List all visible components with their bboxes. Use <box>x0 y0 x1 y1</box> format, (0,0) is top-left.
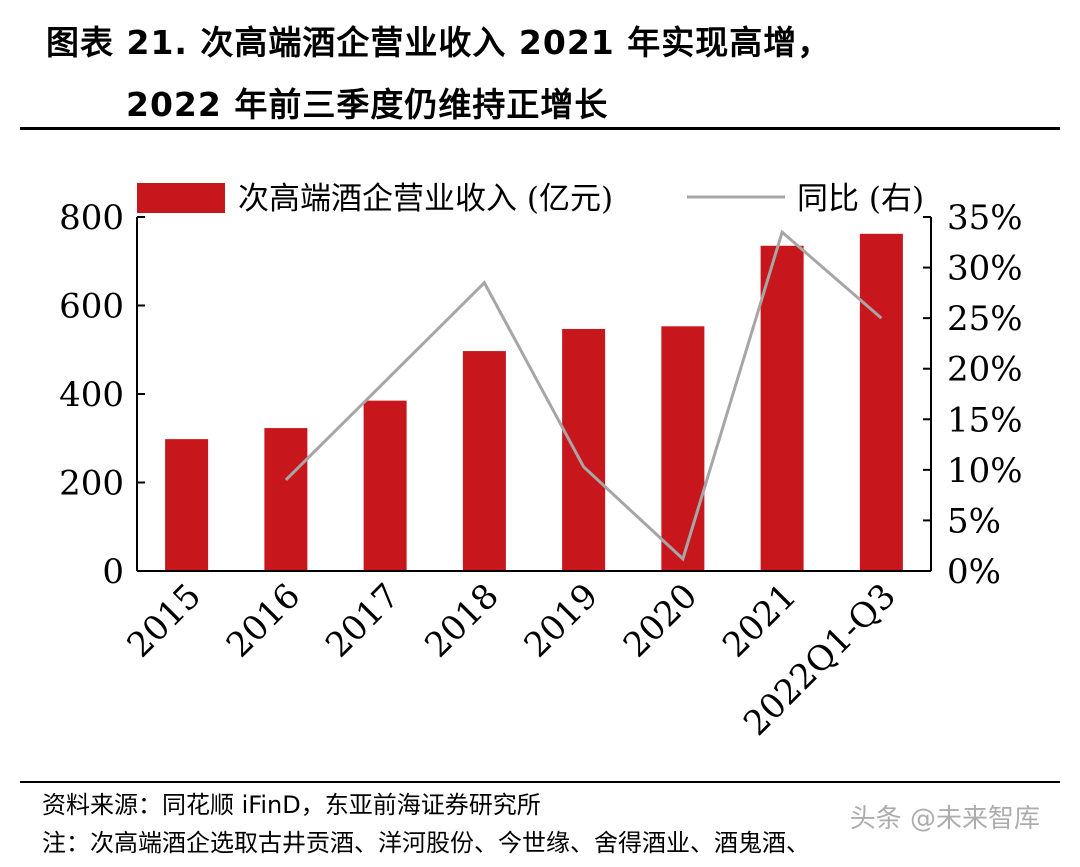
x-tick-label: 2017 <box>318 576 407 665</box>
bar <box>562 328 606 571</box>
left-tick-label: 0 <box>102 552 124 592</box>
right-tick-label: 15% <box>947 400 1023 440</box>
figure-title-line1: 图表 21. 次高端酒企营业收入 2021 年实现高增， <box>46 23 832 62</box>
footer-rule <box>20 781 1060 783</box>
right-tick-label: 5% <box>947 501 1001 541</box>
footnote: 注：次高端酒企选取古井贡酒、洋河股份、今世缘、舍得酒业、酒鬼酒、 <box>42 829 810 857</box>
source-note: 资料来源：同花顺 iFinD，东亚前海证券研究所 <box>42 791 541 819</box>
legend-bar-label: 次高端酒企营业收入 (亿元) <box>238 181 613 217</box>
x-tick-label: 2016 <box>219 576 308 665</box>
left-tick-label: 800 <box>59 198 124 238</box>
bar <box>165 439 209 571</box>
x-tick-label: 2021 <box>715 576 804 665</box>
title-rule <box>20 127 1060 130</box>
bar <box>462 351 506 571</box>
bar <box>859 233 903 571</box>
watermark: 头条 @未来智库 <box>849 804 1040 834</box>
x-tick-label: 2020 <box>616 576 705 665</box>
left-tick-label: 200 <box>59 464 124 504</box>
yoy-line <box>284 229 883 562</box>
bar <box>760 245 804 571</box>
figure-title-line2: 2022 年前三季度仍维持正增长 <box>126 85 609 124</box>
x-tick-label: 2019 <box>517 576 606 665</box>
bar <box>661 326 705 571</box>
right-tick-label: 35% <box>947 198 1023 238</box>
left-tick-label: 600 <box>59 287 124 327</box>
right-tick-label: 10% <box>947 451 1023 491</box>
bar <box>264 428 308 571</box>
x-tick-label: 2018 <box>417 576 506 665</box>
left-tick-label: 400 <box>59 375 124 415</box>
right-tick-label: 25% <box>947 299 1023 339</box>
right-tick-label: 20% <box>947 350 1023 390</box>
legend-line-label: 同比 (右) <box>797 181 924 217</box>
bar <box>363 400 407 571</box>
right-tick-label: 30% <box>947 249 1023 289</box>
legend-bar-swatch <box>137 183 225 213</box>
figure-title: 图表 21. 次高端酒企营业收入 2021 年实现高增， 2022 年前三季度仍… <box>46 12 1046 136</box>
x-tick-label: 2015 <box>120 576 209 665</box>
right-tick-label: 0% <box>947 552 1001 592</box>
